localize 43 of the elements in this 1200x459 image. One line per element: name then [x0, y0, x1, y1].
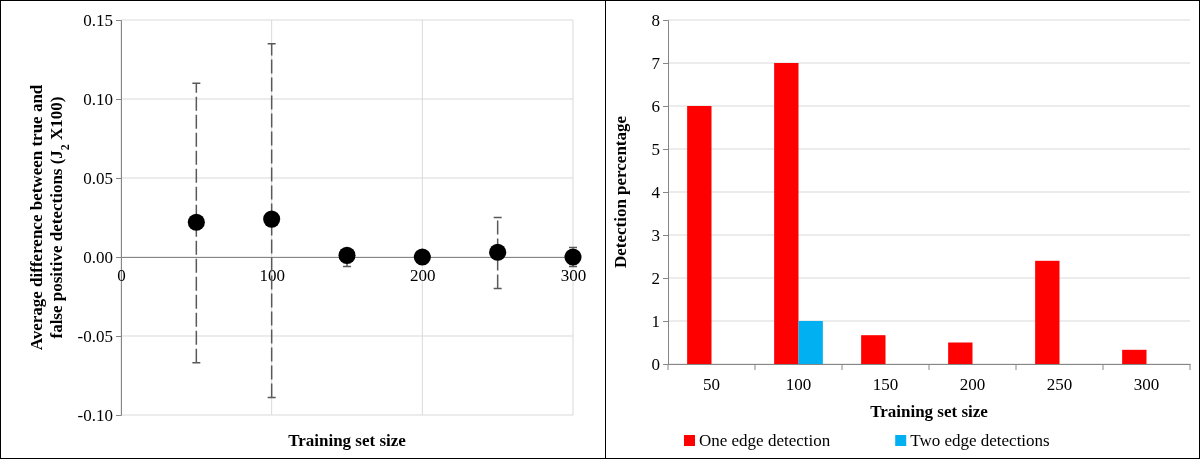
x-tick-label: 250: [1046, 375, 1073, 395]
x-tick-label: 150: [872, 375, 899, 395]
bar: [798, 321, 823, 364]
point: [263, 210, 281, 228]
y-axis-title: Detection percentage: [611, 115, 630, 269]
x-tick-label: 300: [560, 266, 587, 286]
point: [187, 213, 205, 231]
y-tick-label: 0.00: [83, 247, 113, 267]
y-tick-label: -0.10: [77, 405, 113, 425]
bar: [687, 106, 712, 364]
point: [564, 248, 582, 266]
y-tick-label: 3: [651, 225, 660, 245]
y-tick-label: -0.05: [77, 326, 113, 346]
y-tick-label: 5: [651, 139, 660, 159]
legend-label: Two edge detections: [910, 431, 1050, 450]
bar: [774, 63, 799, 364]
x-tick-label: 100: [259, 266, 285, 286]
x-tick-label: 0: [117, 266, 126, 286]
y-tick-label: 2: [651, 268, 660, 288]
y-tick-label: 0.05: [83, 168, 113, 188]
x-tick-label: 100: [785, 375, 812, 395]
bar: [1122, 349, 1147, 364]
x-tick-label: 300: [1133, 375, 1160, 395]
x-tick-label: 200: [410, 266, 436, 286]
point: [489, 243, 507, 261]
y-tick-label: 0.10: [83, 89, 113, 109]
y-tick-label: 6: [651, 96, 660, 116]
x-axis-title: Training set size: [870, 402, 989, 421]
x-axis-title: Training set size: [288, 431, 407, 450]
y-tick-label: 1: [651, 311, 660, 331]
y-tick-label: 0.15: [83, 10, 113, 30]
y-tick-label: 4: [651, 182, 661, 202]
point: [338, 246, 356, 264]
bar: [948, 342, 973, 364]
point: [413, 248, 431, 266]
bar: [1035, 260, 1060, 364]
y-tick-label: 0: [651, 354, 660, 374]
y-tick-label: 8: [651, 10, 660, 30]
y-tick-label: 7: [651, 53, 661, 73]
x-tick-label: 200: [959, 375, 986, 395]
legend-label: One edge detection: [699, 431, 831, 450]
bar: [861, 335, 886, 364]
x-tick-label: 50: [703, 375, 720, 395]
